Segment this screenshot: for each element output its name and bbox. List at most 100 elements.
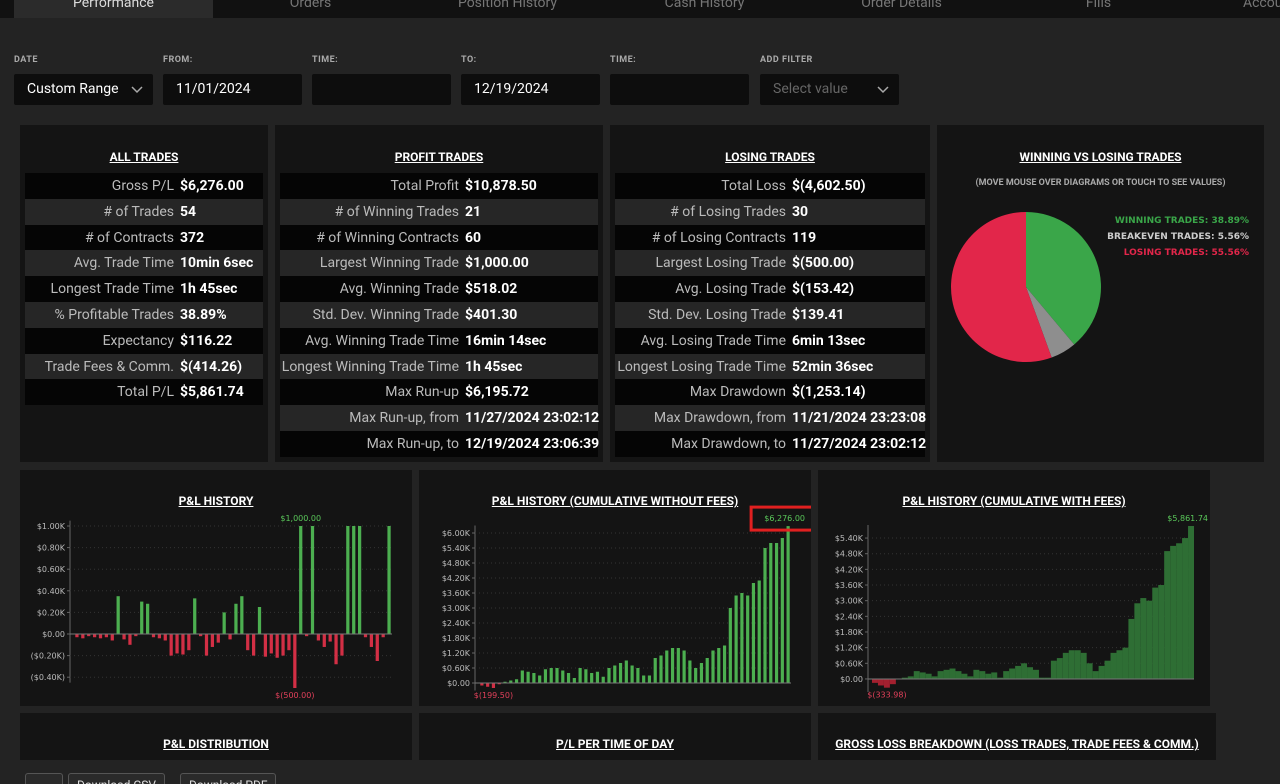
bar [1164, 551, 1171, 679]
bar [538, 675, 542, 683]
stat-label: Expectancy [102, 332, 174, 349]
stat-row: # of Trades 54 [25, 198, 263, 225]
bar [340, 634, 344, 656]
bar [1003, 671, 1010, 679]
y-tick-label: $3.60K [835, 581, 864, 590]
y-tick-label: $3.00K [835, 597, 864, 606]
bar [653, 658, 657, 683]
stat-row: Total P/L $5,861.74 [25, 379, 263, 406]
y-tick-label: $0.60K [37, 565, 66, 574]
bar [694, 668, 698, 683]
bar [316, 634, 321, 641]
stat-label: Max Run-up, from [349, 410, 459, 427]
download-button[interactable]: Download CSV [68, 773, 165, 784]
bar [526, 671, 530, 683]
pie-chart: WINNING TRADES: 38.89% BREAKEVEN TRADES: … [951, 212, 1249, 362]
bar [630, 665, 634, 683]
bar [889, 678, 896, 685]
y-tick-label: $6.00K [442, 529, 471, 538]
bar [997, 677, 1004, 679]
bar [92, 634, 97, 638]
bar [751, 583, 756, 683]
stat-row: Largest Winning Trade $1,000.00 [280, 250, 598, 277]
pie-slice [1026, 287, 1075, 358]
chart-panel: P&L HISTORY ($0.40K) ($0.20K) $0.00 $0.20K $0… [20, 470, 412, 706]
stat-label: Total P/L [117, 384, 174, 401]
bar [287, 634, 291, 651]
tab[interactable]: Fills [1085, 0, 1112, 11]
bar [157, 634, 162, 639]
panel-title: P/L PER TIME OF DAY [556, 737, 674, 751]
tab[interactable]: Account Balance [1242, 0, 1280, 11]
y-tick-label: $4.20K [835, 565, 864, 574]
annotation: $5,861.74 [1167, 514, 1208, 523]
stat-row: Std. Dev. Losing Trade $139.41 [615, 302, 925, 328]
stat-label: Max Run-up, to [366, 436, 459, 452]
stat-row: # of Losing Trades 30 [615, 198, 925, 225]
bar [985, 673, 992, 679]
stat-row: Avg. Trade Time 10min 6sec [25, 250, 263, 277]
bar [269, 634, 273, 654]
bar [1146, 600, 1153, 679]
stat-row: Max Drawdown, to 11/27/2024 23:02:12 [615, 431, 926, 457]
y-tick-label: $0.00 [840, 675, 863, 684]
stat-label: Max Run-up [385, 384, 459, 401]
bar [1056, 658, 1063, 679]
filter-input[interactable] [312, 74, 451, 105]
stat-value: 54 [180, 203, 197, 220]
y-tick-label: $1.00K [37, 522, 66, 531]
stat-value: $(1,253.14) [792, 384, 866, 401]
bar [931, 676, 938, 679]
bar [145, 603, 150, 634]
y-tick-label: $4.80K [442, 559, 471, 568]
panel-title: LOSING TRADES [725, 150, 815, 164]
download-button[interactable]: Download PDF [180, 773, 277, 784]
arrow [877, 86, 889, 94]
bar [659, 655, 663, 683]
filter-input[interactable]: 12/19/2024 [461, 74, 600, 105]
stat-row: Max Run-up, from 11/27/2024 23:02:12 [280, 405, 599, 432]
stat-row: # of Contracts 372 [25, 224, 263, 251]
tab[interactable]: Position History [457, 0, 558, 11]
bar [222, 612, 226, 634]
stat-label: # of Winning Trades [334, 203, 459, 220]
annotation: $(500.00) [275, 691, 314, 700]
stat-label: Total Profit [390, 178, 460, 194]
tab[interactable]: Cash History [664, 0, 745, 11]
y-tick-label: $3.00K [442, 604, 471, 613]
bar [134, 634, 138, 637]
stat-value: 119 [792, 229, 817, 246]
bar [520, 670, 524, 683]
filter-input[interactable]: Custom Range [14, 74, 153, 105]
filter-label: FROM: [163, 55, 193, 65]
stat-row: Std. Dev. Winning Trade $401.30 [280, 302, 598, 328]
stat-label: Longest Losing Trade Time [617, 358, 786, 375]
stat-value: 16min 14sec [465, 332, 547, 349]
annotation: $1,000.00 [280, 514, 321, 523]
bar [711, 650, 715, 683]
tab[interactable]: Performance [14, 0, 213, 18]
filter-value: 12/19/2024 [474, 81, 549, 97]
filter-input[interactable] [610, 74, 749, 105]
bar [1033, 669, 1039, 679]
filter-input[interactable]: 11/01/2024 [163, 74, 302, 105]
bar [216, 634, 220, 643]
tab-bar: Performance Orders Position History Cash Hi… [0, 0, 1280, 18]
bar-chart: $0.00 $0.60K $1.20K $1.80K $2.40K $3.00K $3.60… [835, 514, 1208, 700]
bar [169, 634, 173, 656]
bar [363, 634, 368, 638]
bar [387, 526, 391, 634]
stat-value: 11/21/2024 23:23:08 [792, 410, 927, 427]
tab[interactable]: Order Details [861, 0, 942, 11]
filter-input[interactable]: Select value [760, 74, 899, 105]
stat-value: 38.89% [180, 307, 227, 323]
bar [584, 669, 588, 683]
stat-label: Max Drawdown, from [653, 410, 786, 427]
y-tick-label: ($0.20K) [31, 652, 65, 661]
tab[interactable]: Orders [289, 0, 332, 11]
panel-title: P&L DISTRIBUTION [163, 737, 269, 751]
menu-button[interactable] [25, 773, 63, 784]
bar [514, 679, 519, 683]
dropdown-arrow [877, 86, 889, 94]
bar [774, 543, 779, 683]
